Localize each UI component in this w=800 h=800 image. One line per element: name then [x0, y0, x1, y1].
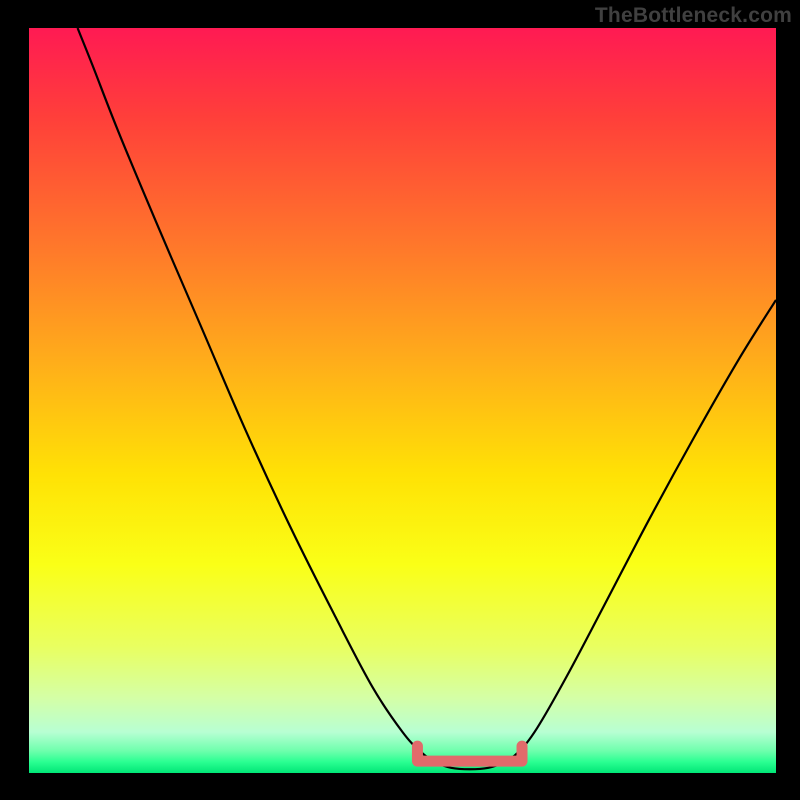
chart-svg — [29, 28, 776, 773]
plot-area — [29, 28, 776, 773]
gradient-background — [29, 28, 776, 773]
watermark-text: TheBottleneck.com — [595, 4, 792, 28]
chart-container: TheBottleneck.com — [0, 0, 800, 800]
